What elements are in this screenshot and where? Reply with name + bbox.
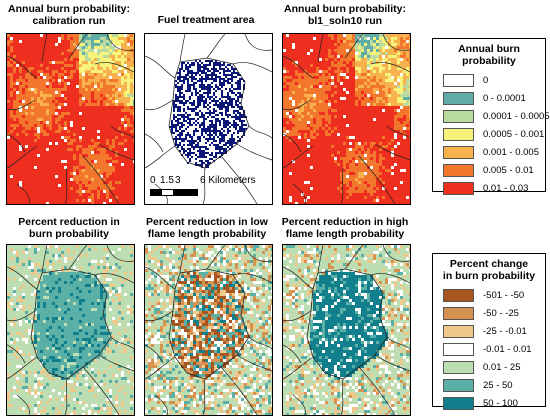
change-legend-label: -50 - -25 (483, 308, 519, 319)
calibration-map (6, 33, 135, 205)
burn-legend-label: 0.01 - 0.03 (483, 183, 529, 194)
burn-legend-item: 0.005 - 0.01 (433, 161, 545, 179)
burn-legend-label: 0 (483, 75, 489, 86)
burn-legend-title: Annual burn probability (433, 43, 545, 67)
burn-legend-label: 0.005 - 0.01 (483, 165, 534, 176)
change-legend-label: -0.01 - 0.01 (483, 344, 532, 355)
change-legend-item: 25 - 50 (433, 376, 545, 394)
bl1-title: Annual burn probability: bl1_soln10 run (278, 3, 412, 27)
change-legend-title-line1: Percent change (449, 258, 529, 270)
burn-probability-legend: Annual burn probability 0 0 - 0.0001 0.000… (432, 38, 550, 195)
change-legend-item: 50 - 100 (433, 394, 545, 412)
burn-legend-label: 0 - 0.0001 (483, 93, 526, 104)
burn-legend-swatch (443, 182, 474, 195)
change-legend-title-line2: in burn probability (442, 270, 536, 282)
burn-legend-swatch (443, 164, 474, 177)
calibration-title: Annual burn probability: calibration run (4, 3, 134, 27)
burn-legend-swatch (443, 110, 474, 123)
reduction-low-title-line2: flame length probability (147, 228, 267, 240)
change-legend-swatch (443, 343, 474, 356)
calibration-title-line2: calibration run (32, 15, 106, 27)
change-legend-swatch (443, 379, 474, 392)
burn-legend-swatch (443, 74, 474, 87)
reduction-bp-title: Percent reduction in burn probability (2, 216, 136, 240)
reduction-bp-title-line1: Percent reduction in (18, 216, 120, 228)
reduction-high-map (282, 244, 411, 416)
change-legend-label: 0.01 - 25 (483, 362, 521, 373)
change-legend-title: Percent change in burn probability (433, 258, 545, 282)
reduction-low-map (144, 244, 273, 416)
fuel-treatment-map (144, 33, 273, 205)
reduction-high-title-line1: Percent reduction in high (281, 216, 409, 228)
bl1-map (282, 33, 411, 205)
fuel-title: Fuel treatment area (139, 14, 273, 26)
reduction-high-title: Percent reduction in high flame length p… (276, 216, 414, 240)
change-legend-label: 50 - 100 (483, 398, 518, 409)
burn-legend-item: 0.0001 - 0.0005 (433, 107, 550, 125)
burn-legend-item: 0.0005 - 0.001 (433, 125, 545, 143)
reduction-low-title: Percent reduction in low flame length pr… (139, 216, 275, 240)
change-legend-item: -25 - -0.01 (433, 322, 545, 340)
burn-legend-item: 0 (433, 71, 545, 89)
reduction-high-title-line2: flame length probability (285, 228, 405, 240)
burn-legend-item: 0 - 0.0001 (433, 89, 545, 107)
change-legend-item: -50 - -25 (433, 304, 545, 322)
burn-legend-title-line1: Annual burn (458, 43, 520, 55)
change-legend-swatch (443, 397, 474, 410)
scale-label-0: 0 (150, 175, 156, 186)
change-legend-items: -501 - -50 -50 - -25 -25 - -0.01 -0.01 - 0.… (433, 286, 545, 412)
fuel-title-line1: Fuel treatment area (157, 14, 255, 26)
bl1-title-line2: bl1_soln10 run (307, 15, 383, 27)
reduction-low-title-line1: Percent reduction in low (146, 216, 268, 228)
burn-legend-swatch (443, 146, 474, 159)
reduction-bp-title-line2: burn probability (29, 228, 109, 240)
burn-legend-item: 0.01 - 0.03 (433, 179, 545, 197)
change-legend-swatch (443, 361, 474, 374)
burn-legend-items: 0 0 - 0.0001 0.0001 - 0.0005 0.0005 - 0.001… (433, 71, 550, 197)
change-legend-item: -0.01 - 0.01 (433, 340, 545, 358)
scale-label-3: 6 Kilometers (200, 175, 256, 186)
bl1-title-line1: Annual burn probability: (284, 3, 406, 15)
reduction-bp-map (6, 244, 135, 416)
burn-legend-swatch (443, 92, 474, 105)
change-legend-swatch (443, 307, 474, 320)
scale-label-1: 1.5 (160, 175, 174, 186)
burn-legend-swatch (443, 128, 474, 141)
burn-legend-label: 0.0001 - 0.0005 (483, 111, 550, 122)
burn-legend-label: 0.0005 - 0.001 (483, 129, 545, 140)
change-legend-label: -25 - -0.01 (483, 326, 527, 337)
percent-change-legend: Percent change in burn probability -501 … (432, 253, 546, 410)
change-legend-label: 25 - 50 (483, 380, 513, 391)
burn-legend-label: 0.001 - 0.005 (483, 147, 539, 158)
change-legend-label: -501 - -50 (483, 290, 525, 301)
change-legend-swatch (443, 325, 474, 338)
scale-label-2: 3 (175, 175, 181, 186)
change-legend-item: -501 - -50 (433, 286, 545, 304)
change-legend-item: 0.01 - 25 (433, 358, 545, 376)
scale-bar: 0 1.5 3 6 Kilometers (150, 175, 270, 205)
scale-bar-graphic (150, 189, 198, 196)
burn-legend-title-line2: probability (462, 55, 516, 67)
calibration-title-line1: Annual burn probability: (8, 3, 130, 15)
burn-legend-item: 0.001 - 0.005 (433, 143, 545, 161)
change-legend-swatch (443, 289, 474, 302)
